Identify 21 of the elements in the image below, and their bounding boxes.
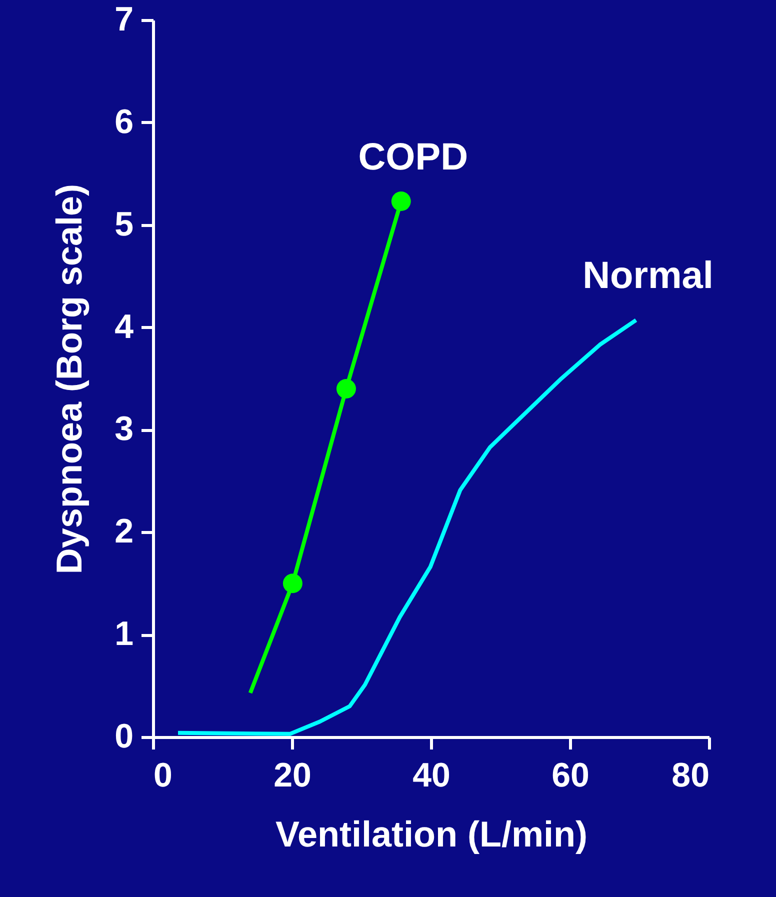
y-tick-label: 6 — [114, 102, 134, 141]
y-tick-label: 4 — [114, 308, 134, 346]
y-tick-label: 5 — [114, 205, 134, 244]
x-tick-label: 40 — [412, 756, 450, 794]
point — [282, 574, 302, 594]
y-tick-label: 7 — [114, 0, 134, 38]
line-series — [176, 318, 638, 736]
x-axis-title: Ventilation (L/min) — [276, 814, 588, 854]
series-label: Normal — [582, 255, 714, 298]
point — [336, 379, 356, 398]
x-tick-label: 0 — [154, 756, 172, 794]
y-tick-label: 3 — [114, 410, 134, 448]
series-label: COPD — [358, 136, 468, 178]
point — [391, 192, 411, 212]
y-axis-title: Dyspnoea (Borg scale) — [48, 184, 90, 574]
x-tick-label: 80 — [672, 756, 710, 794]
y-tick-label: 2 — [114, 512, 134, 551]
x-tick-label: 60 — [552, 756, 590, 794]
y-tick-label: 1 — [114, 615, 134, 654]
x-tick-label: 20 — [274, 756, 312, 794]
y-tick-label: 0 — [114, 718, 134, 756]
